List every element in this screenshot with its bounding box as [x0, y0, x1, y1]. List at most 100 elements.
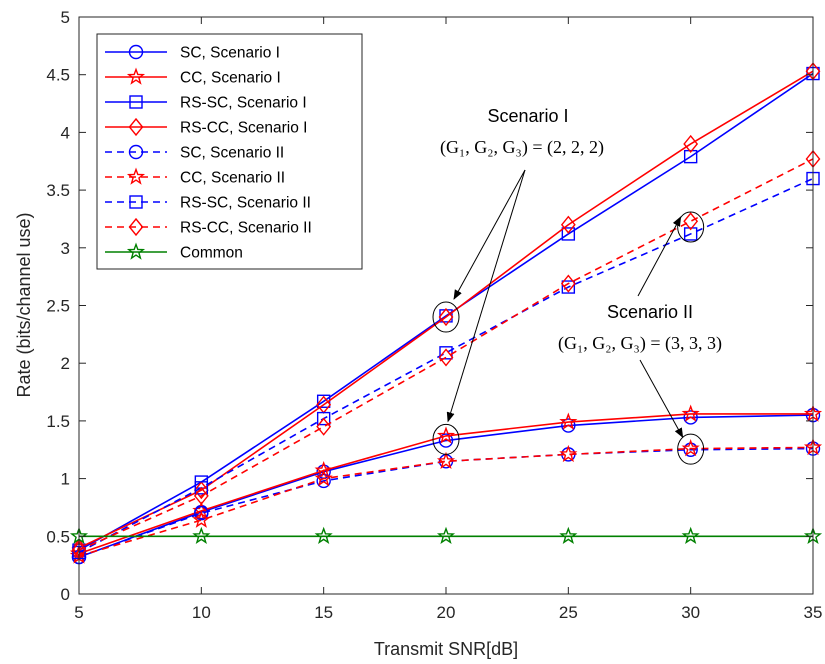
x-tick-label: 15: [314, 603, 333, 622]
data-point: [560, 274, 576, 293]
annotation-arrow: [453, 169, 526, 300]
data-point: [316, 473, 331, 489]
series-line: [78, 70, 814, 549]
highlight-ellipse: [677, 433, 705, 465]
legend-marker: [128, 144, 144, 160]
y-tick-label: 1.5: [46, 412, 70, 431]
legend-label: CC, Scenario I: [180, 70, 281, 87]
data-point: [316, 417, 332, 436]
x-tick-label: 30: [681, 603, 700, 622]
legend-label: CC, Scenario II: [180, 170, 285, 187]
data-point: [561, 418, 576, 433]
x-axis-label: Transmit SNR[dB]: [374, 639, 518, 659]
legend: SC, Scenario I CC, Scenario I RS-SC, Scena…: [96, 33, 363, 270]
data-point: [559, 444, 578, 463]
y-tick-label: 2: [61, 354, 70, 373]
series-line: [78, 446, 814, 557]
scenario-1-params: (G₁, G₂, G₃) = (2, 2, 2): [440, 137, 604, 158]
y-tick-label: 0.5: [46, 527, 70, 546]
annotation-arrow: [637, 216, 682, 297]
data-point: [194, 481, 209, 495]
highlight-ellipse: [677, 211, 705, 243]
data-point: [192, 526, 211, 545]
legend-entry: RS-CC, Scenario I: [105, 117, 307, 137]
legend-entry: RS-SC, Scenario I: [105, 95, 307, 112]
legend-marker: [128, 117, 144, 137]
y-tick-label: 4.5: [46, 66, 70, 85]
data-point: [316, 411, 331, 426]
legend-label: RS-CC, Scenario I: [180, 120, 307, 137]
x-tick-label: 10: [192, 603, 211, 622]
legend-label: RS-SC, Scenario I: [180, 95, 307, 112]
y-tick-label: 3: [61, 239, 70, 258]
data-point: [683, 149, 698, 164]
annotation-arrow: [446, 169, 526, 423]
data-point: [438, 348, 454, 367]
legend-marker: [126, 67, 146, 85]
y-tick-label: 1: [61, 470, 70, 489]
scenario-1-title: Scenario I: [487, 106, 568, 126]
legend-label: SC, Scenario II: [180, 145, 284, 162]
data-point: [436, 451, 456, 470]
y-axis-label: Rate (bits/channel use): [14, 212, 34, 397]
y-tick-label: 5: [61, 8, 70, 27]
x-tick-label: 5: [74, 603, 83, 622]
legend-label: Common: [180, 245, 243, 262]
data-point: [438, 433, 454, 448]
data-point: [439, 346, 453, 360]
data-point: [438, 307, 454, 327]
plot-layer: [69, 62, 823, 565]
data-point: [559, 526, 578, 545]
x-tick-label: 20: [437, 603, 456, 622]
scenario-2-params: (G₁, G₂, G₃) = (3, 3, 3): [558, 333, 722, 354]
annotation-layer: Scenario I (G₁, G₂, G₃) = (2, 2, 2) Scen…: [432, 106, 722, 465]
data-point: [681, 526, 700, 545]
legend-entry: SC, Scenario II: [105, 145, 284, 162]
legend-marker: [128, 217, 144, 237]
legend-marker: [126, 167, 146, 185]
data-point: [681, 439, 700, 457]
legend-marker: [126, 242, 146, 260]
series-line: [78, 158, 814, 551]
data-point: [194, 506, 209, 521]
data-point: [561, 280, 576, 294]
data-point: [683, 212, 699, 231]
data-point: [683, 227, 698, 241]
legend-entry: SC, Scenario I: [105, 45, 280, 62]
data-point: [683, 442, 698, 457]
scenario-2-title: Scenario II: [607, 302, 693, 322]
legend-label: SC, Scenario I: [180, 45, 280, 62]
legend-entry: RS-SC, Scenario II: [105, 195, 311, 212]
data-point: [314, 460, 333, 479]
data-point: [314, 469, 333, 487]
y-tick-label: 4: [61, 123, 70, 142]
data-point: [681, 404, 700, 422]
data-point: [683, 410, 698, 425]
data-point: [559, 412, 578, 430]
legend-marker: [128, 44, 144, 60]
legend-entry: CC, Scenario I: [105, 67, 281, 87]
legend-entry: Common: [105, 242, 243, 262]
data-point: [192, 510, 211, 528]
data-point: [314, 526, 333, 545]
legend-label: RS-SC, Scenario II: [180, 195, 311, 212]
legend-entry: RS-CC, Scenario II: [105, 217, 312, 237]
data-point: [436, 426, 456, 444]
y-tick-label: 2.5: [46, 297, 70, 316]
y-tick-label: 3.5: [46, 181, 70, 200]
highlight-ellipse: [432, 423, 460, 455]
data-point: [683, 134, 699, 154]
data-point: [560, 215, 576, 234]
data-point: [193, 481, 209, 500]
data-point: [193, 486, 209, 506]
x-tick-label: 35: [804, 603, 823, 622]
data-point: [436, 526, 456, 545]
legend-marker: [129, 195, 143, 209]
legend-entry: CC, Scenario II: [105, 167, 285, 187]
data-point: [561, 227, 576, 241]
series-line: [78, 447, 814, 558]
highlight-ellipse: [432, 301, 460, 333]
ticks-layer: 5 10 15 20 25 30 35 0 0.5 1 1.5 2 2.5 3 3.5 4 4.5 5: [46, 8, 822, 622]
y-tick-label: 0: [61, 585, 70, 604]
